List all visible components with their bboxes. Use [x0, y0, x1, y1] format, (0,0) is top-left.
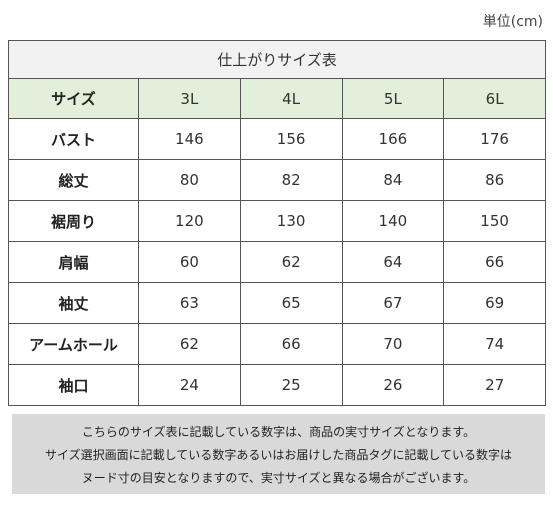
table-title: 仕上がりサイズ表: [8, 40, 546, 79]
table-cell: 156: [239, 118, 343, 160]
table-cell: 74: [443, 323, 546, 365]
table-cell: 67: [341, 282, 445, 324]
table-cell: 69: [443, 282, 546, 324]
notice-box: こちらのサイズ表に記載している数字は、商品の実寸サイズとなります。 サイズ選択画…: [12, 414, 545, 494]
table-cell: 150: [443, 200, 546, 242]
table-cell: 26: [341, 364, 445, 406]
table-cell: 120: [138, 200, 241, 242]
row-label: 総丈: [8, 159, 139, 201]
table-header-row: サイズ 3L 4L 5L 6L: [8, 78, 546, 119]
table-cell: 66: [239, 323, 343, 365]
table-cell: 63: [138, 282, 241, 324]
table-cell: 130: [239, 200, 343, 242]
table-row: 袖口 24 25 26 27: [8, 364, 546, 406]
size-header: 6L: [443, 78, 546, 119]
table-cell: 66: [443, 241, 546, 283]
table-cell: 84: [341, 159, 445, 201]
table-cell: 80: [138, 159, 241, 201]
row-label: アームホール: [8, 323, 139, 365]
row-label: 袖口: [8, 364, 139, 406]
table-row: 裾周り 120 130 140 150: [8, 200, 546, 242]
table-cell: 176: [443, 118, 546, 160]
row-label: バスト: [8, 118, 139, 160]
size-header: 5L: [341, 78, 445, 119]
table-title-row: 仕上がりサイズ表: [8, 40, 546, 79]
header-label: サイズ: [8, 78, 139, 119]
table-cell: 24: [138, 364, 241, 406]
table-row: 総丈 80 82 84 86: [8, 159, 546, 201]
table-cell: 166: [341, 118, 445, 160]
table-cell: 62: [239, 241, 343, 283]
table-cell: 25: [239, 364, 343, 406]
table-row: アームホール 62 66 70 74: [8, 323, 546, 365]
row-label: 裾周り: [8, 200, 139, 242]
row-label: 袖丈: [8, 282, 139, 324]
table-cell: 146: [138, 118, 241, 160]
table-row: 肩幅 60 62 64 66: [8, 241, 546, 283]
notice-line: サイズ選択画面に記載している数字あるいはお届けした商品タグに記載している数字は: [45, 448, 512, 462]
table-cell: 82: [239, 159, 343, 201]
row-label: 肩幅: [8, 241, 139, 283]
table-cell: 62: [138, 323, 241, 365]
size-header: 4L: [239, 78, 343, 119]
table-row: 袖丈 63 65 67 69: [8, 282, 546, 324]
table-cell: 60: [138, 241, 241, 283]
table-cell: 64: [341, 241, 445, 283]
table-row: バスト 146 156 166 176: [8, 118, 546, 160]
table-cell: 140: [341, 200, 445, 242]
size-table: 仕上がりサイズ表 サイズ 3L 4L 5L 6L バスト 146 156 166…: [8, 40, 546, 406]
table-cell: 27: [443, 364, 546, 406]
notice-line: こちらのサイズ表に記載している数字は、商品の実寸サイズとなります。: [81, 425, 476, 439]
table-cell: 65: [239, 282, 343, 324]
table-cell: 70: [341, 323, 445, 365]
unit-label: 単位(cm): [482, 14, 543, 30]
notice-line: ヌード寸の目安となりますので、実寸サイズと異なる場合がございます。: [81, 471, 476, 485]
table-cell: 86: [443, 159, 546, 201]
size-header: 3L: [138, 78, 241, 119]
